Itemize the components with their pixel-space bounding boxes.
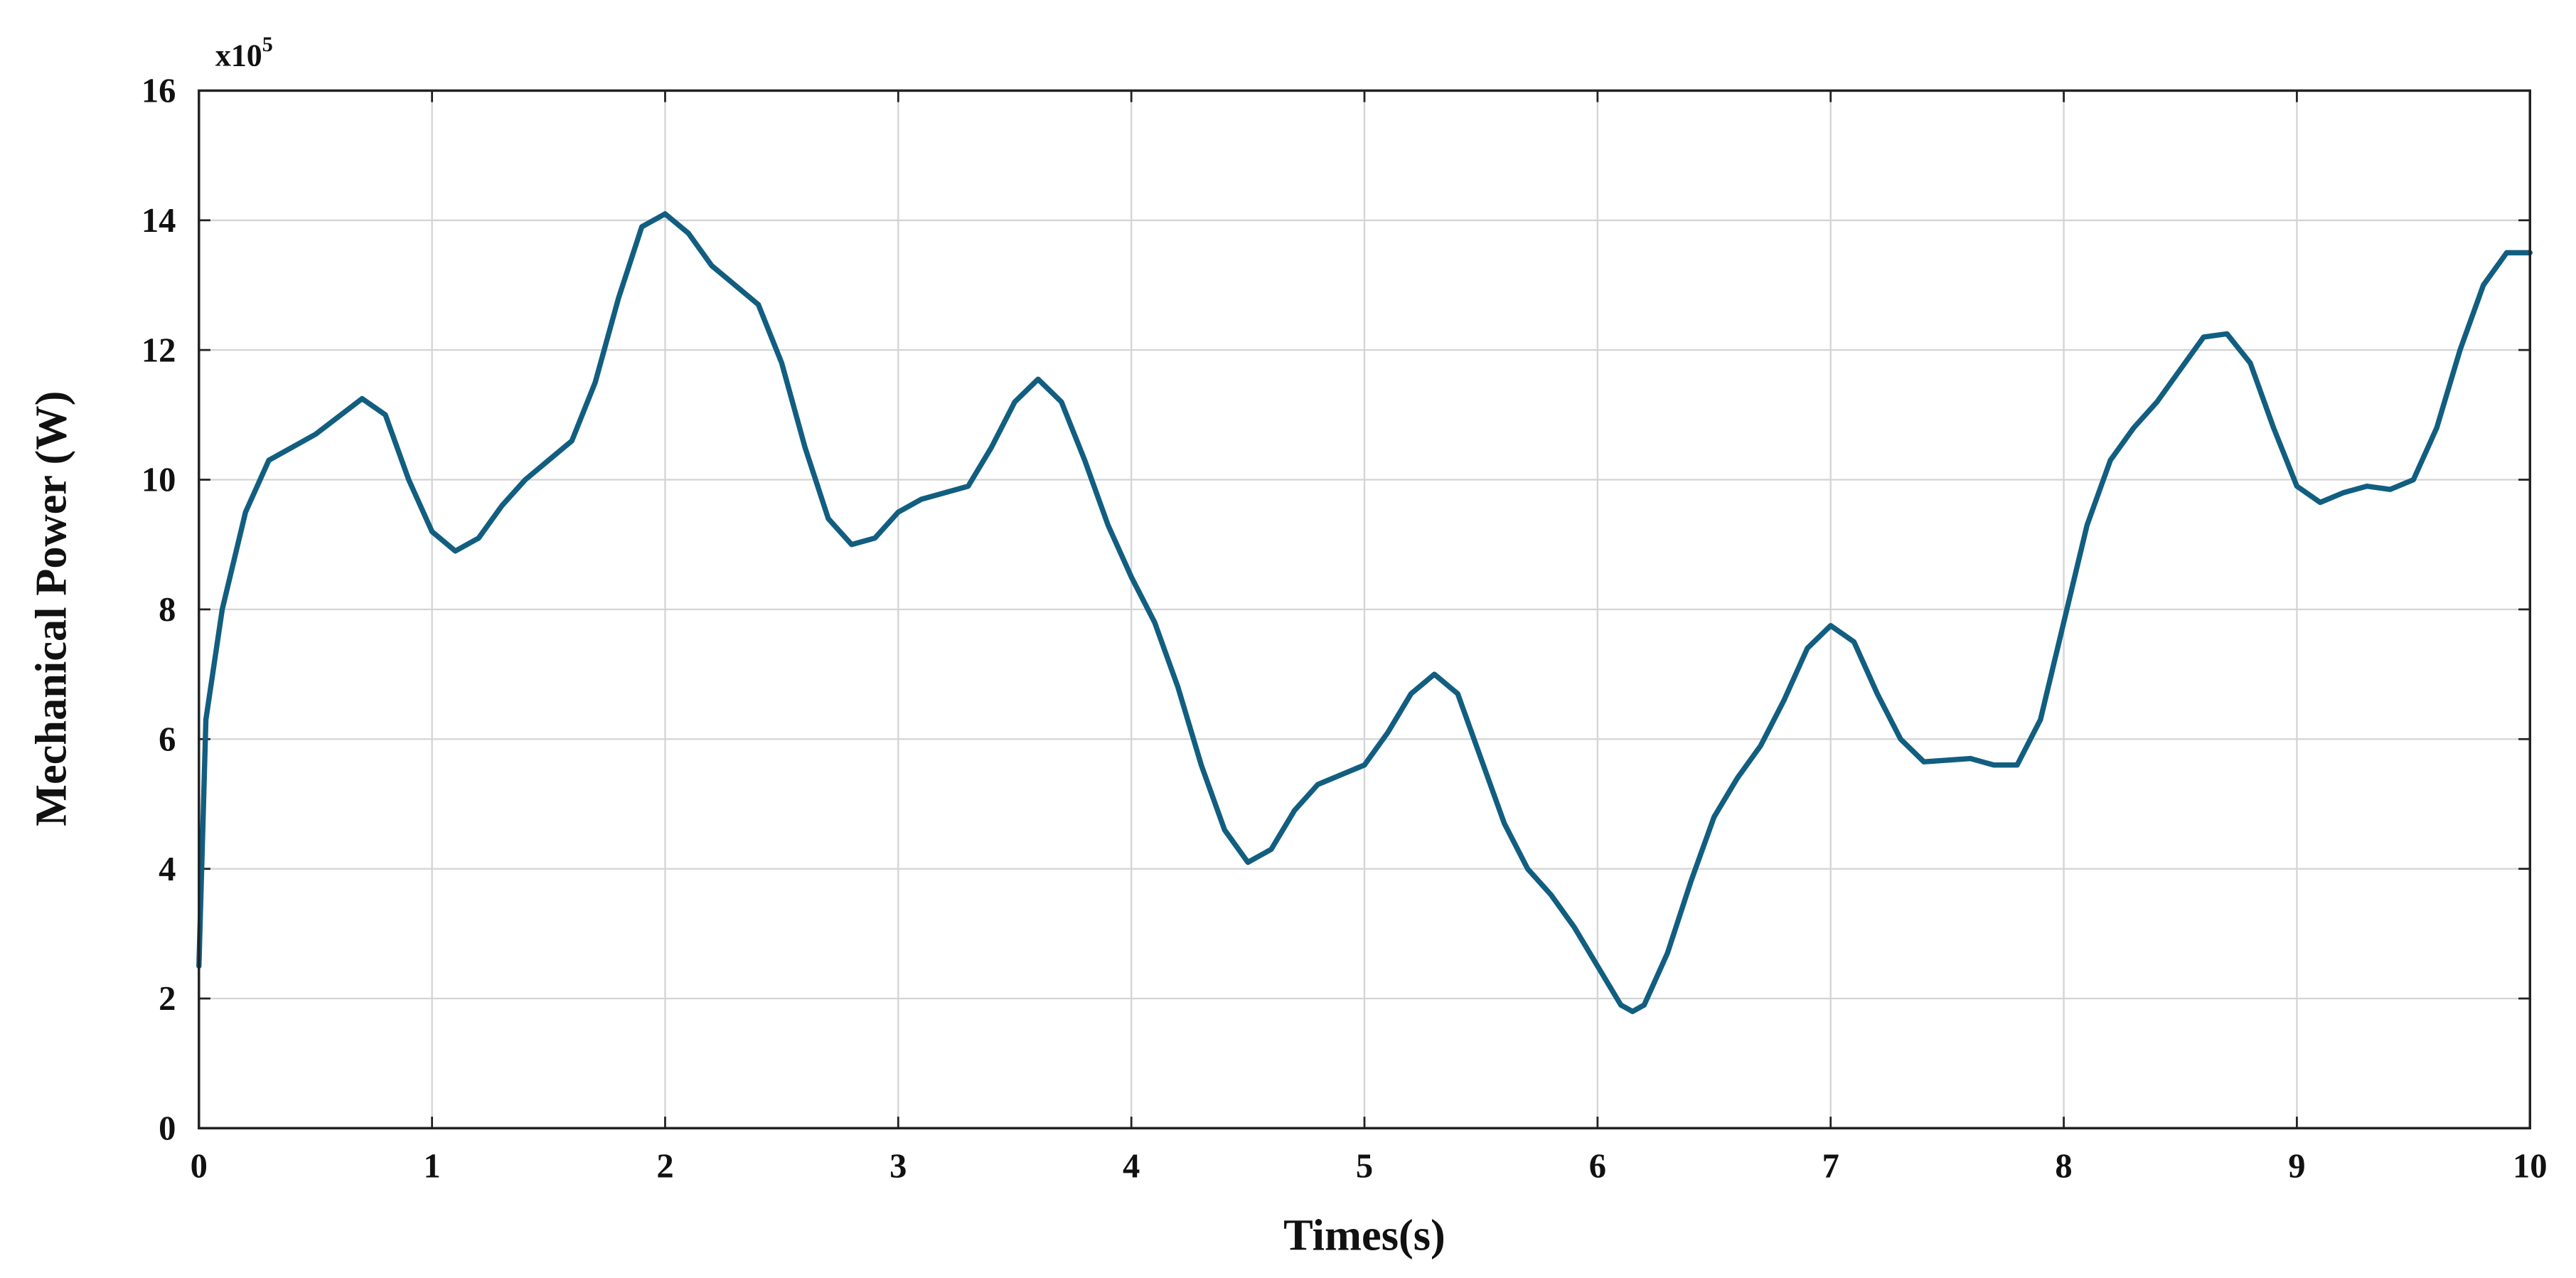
- y-tick-label: 6: [159, 720, 176, 758]
- x-tick-label: 8: [2055, 1147, 2072, 1186]
- x-tick-label: 0: [191, 1147, 208, 1186]
- x-tick-label: 9: [2288, 1147, 2305, 1186]
- x-tick-label: 6: [1589, 1147, 1606, 1186]
- y-tick-label: 8: [159, 590, 176, 629]
- y-tick-label: 2: [159, 979, 176, 1018]
- x-tick-label: 4: [1123, 1147, 1140, 1186]
- x-tick-label: 10: [2513, 1147, 2548, 1186]
- y-tick-label: 16: [141, 72, 176, 110]
- x-tick-label: 7: [1822, 1147, 1839, 1186]
- y-axis-label: Mechanical Power (W): [26, 391, 75, 826]
- multiplier-exponent: 5: [262, 32, 273, 56]
- y-tick-label: 0: [159, 1109, 176, 1148]
- multiplier-base: x10: [215, 38, 262, 73]
- x-tick-label: 2: [656, 1147, 673, 1186]
- plot-frame: [198, 89, 2531, 1130]
- x-tick-label: 5: [1356, 1147, 1373, 1186]
- x-tick-label: 3: [889, 1147, 907, 1186]
- y-tick-label: 14: [141, 201, 176, 240]
- series-line: [196, 211, 2533, 1014]
- plot: [196, 211, 2533, 1014]
- y-multiplier: x105: [215, 32, 273, 73]
- y-tick-label: 10: [141, 461, 176, 499]
- y-tick-label: 12: [141, 331, 176, 369]
- grid: [198, 90, 2531, 1129]
- x-tick-label: 1: [423, 1147, 440, 1186]
- x-axis-label: Times(s): [1283, 1210, 1445, 1260]
- y-tick-label: 4: [159, 850, 176, 888]
